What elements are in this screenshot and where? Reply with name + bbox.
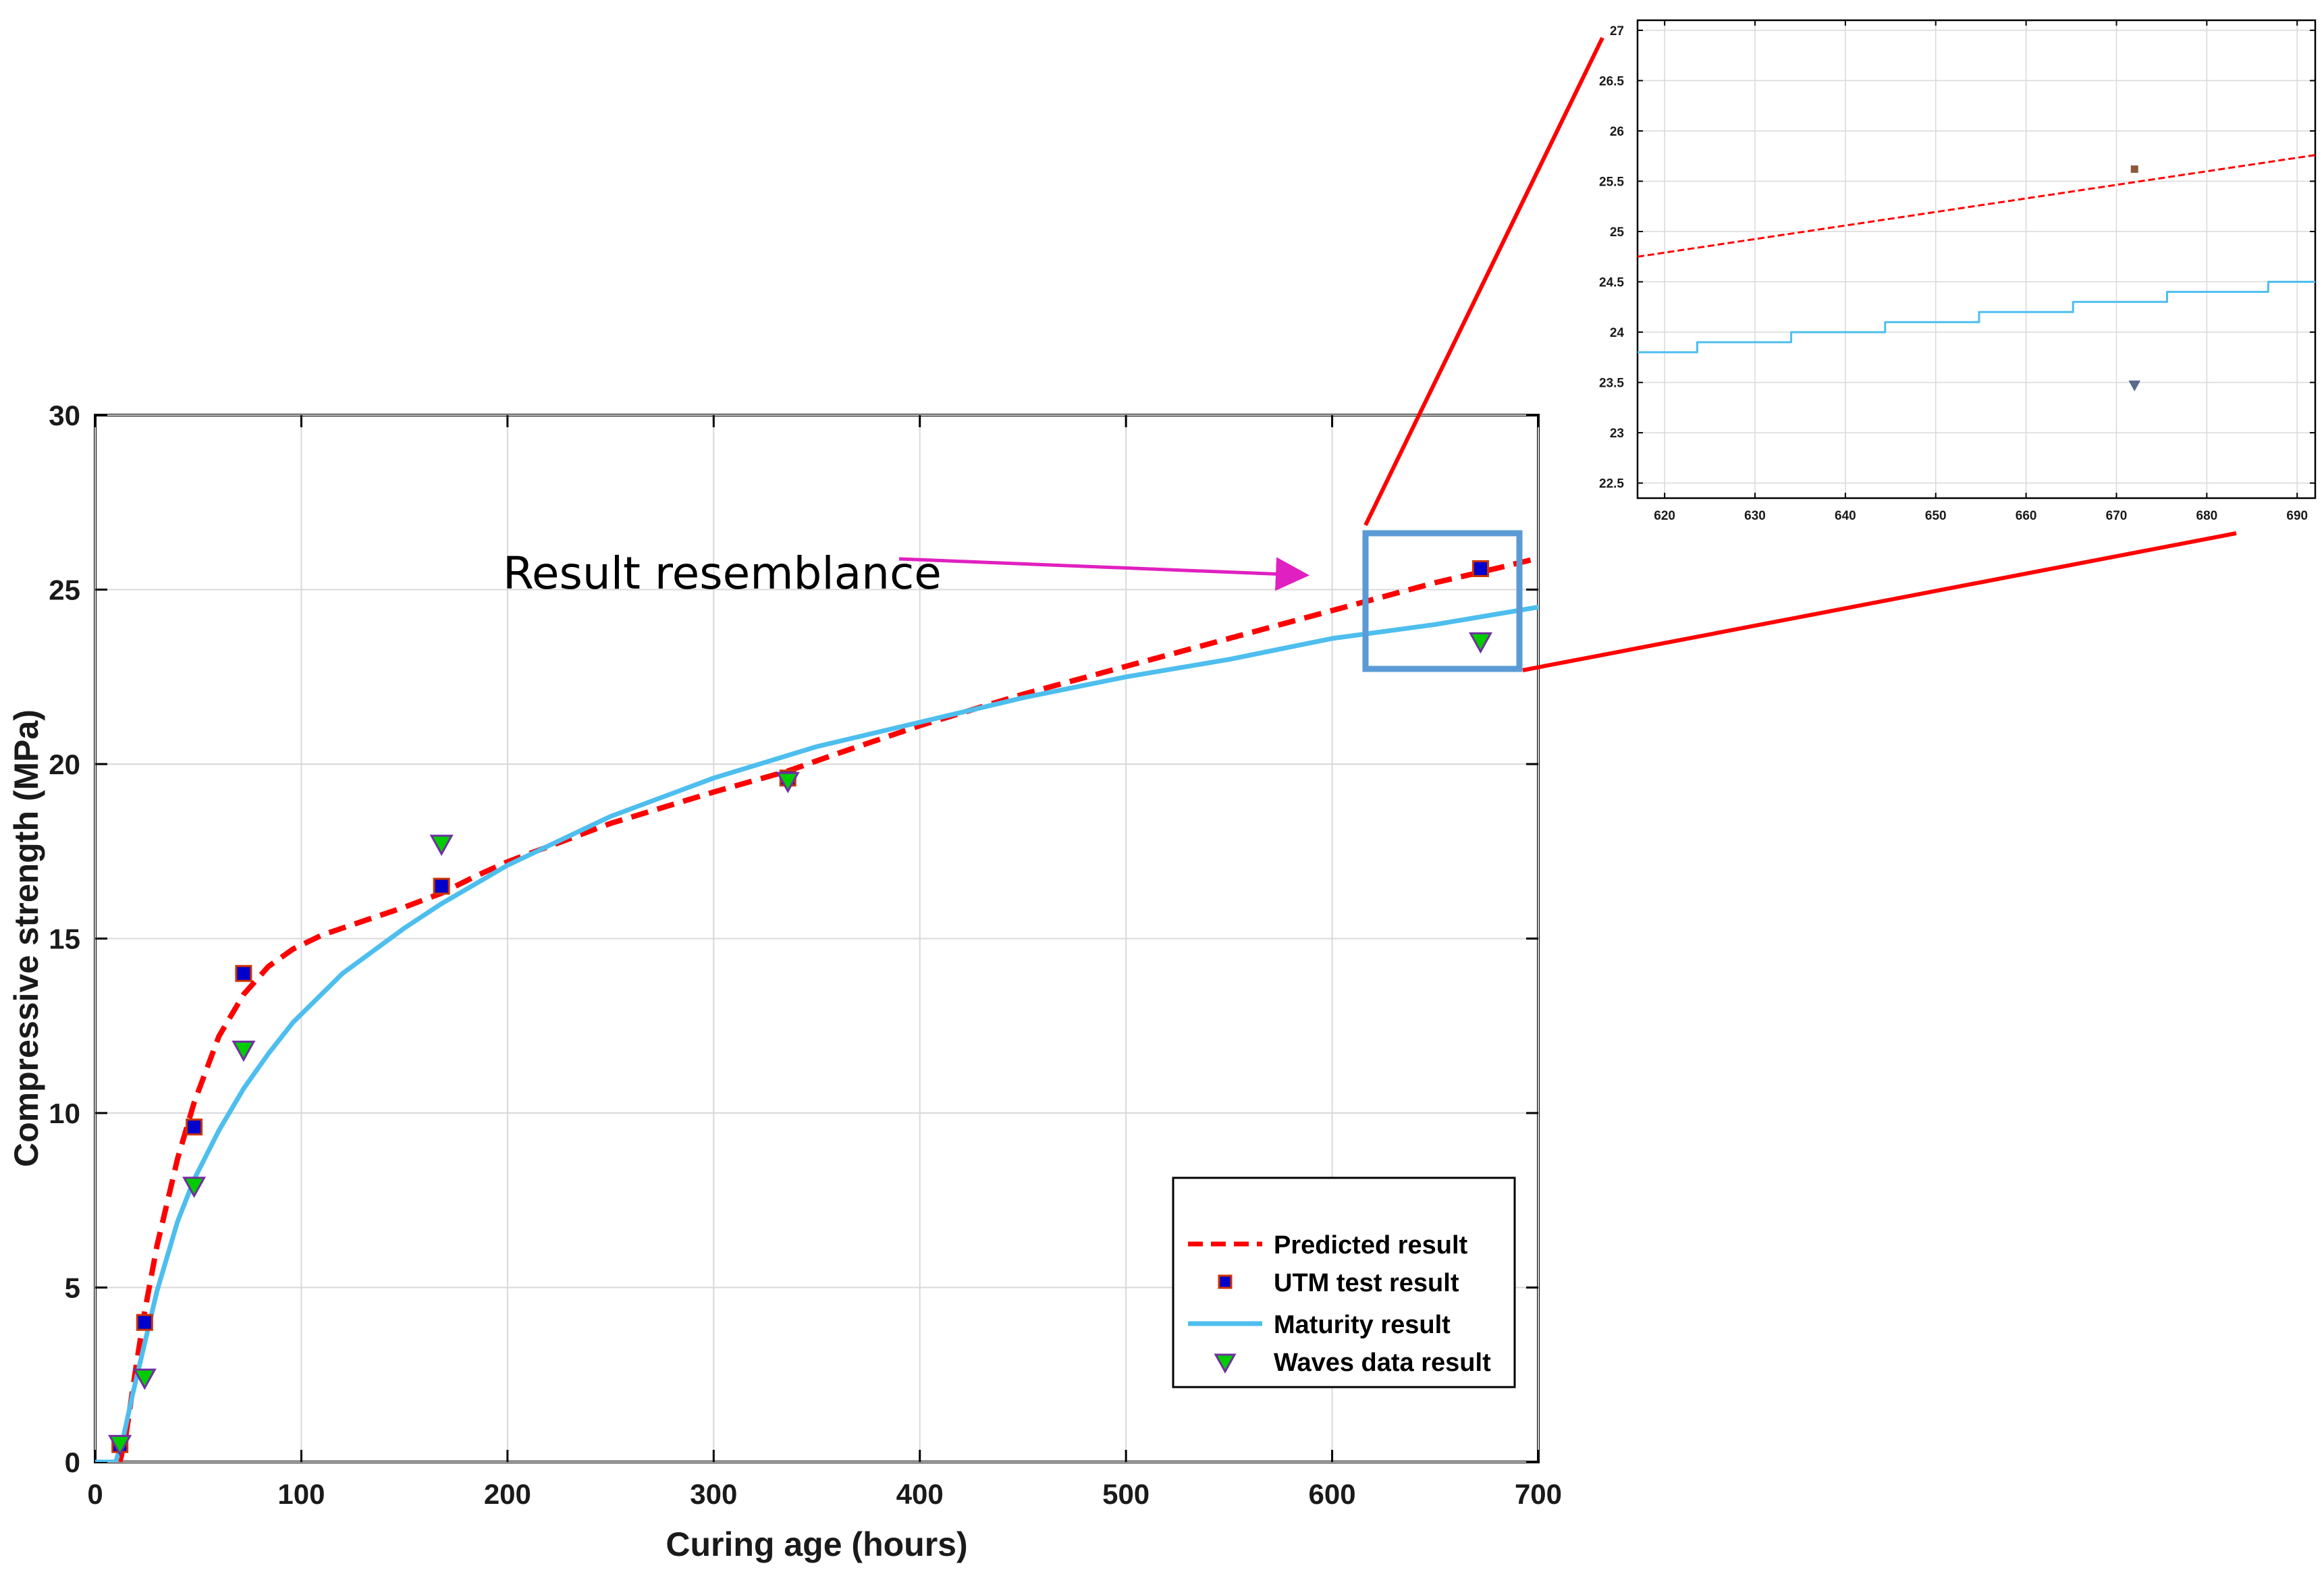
marker-waves xyxy=(429,834,454,857)
y-tick-label: 10 xyxy=(49,1098,80,1129)
y-tick-label: 26 xyxy=(1610,125,1624,139)
inset-ticks: 620 630 640 650 660 670 680 690 22.5 23 23.5 24 24.5… xyxy=(1599,20,2315,523)
y-tick-label: 0 xyxy=(65,1446,80,1478)
x-tick-label: 100 xyxy=(277,1478,325,1510)
inset-series-layer xyxy=(1638,154,2315,354)
x-tick-label: 680 xyxy=(2196,509,2218,523)
legend-label-maturity: Maturity result xyxy=(1274,1311,1451,1339)
series-line-predicted xyxy=(1638,154,2315,258)
x-tick-label: 0 xyxy=(87,1478,103,1510)
marker-utm xyxy=(186,1118,203,1136)
y-axis-title: Compressive strength (MPa) xyxy=(7,709,45,1167)
x-axis-title: Curing age (hours) xyxy=(666,1525,967,1563)
x-tick-label: 700 xyxy=(1515,1478,1562,1510)
marker-waves xyxy=(132,1368,157,1390)
inset-plot: 620 630 640 650 660 670 680 690 22.5 23 23.5 24 24.5… xyxy=(1599,19,2317,523)
main-markers-layer xyxy=(108,560,1493,1457)
y-tick-label: 27 xyxy=(1610,24,1624,38)
x-tick-label: 660 xyxy=(2016,509,2037,523)
x-tick-label: 200 xyxy=(484,1478,531,1510)
y-tick-label: 5 xyxy=(65,1272,80,1304)
zoom-region-box xyxy=(1362,530,1523,672)
y-tick-label: 30 xyxy=(49,400,80,431)
x-tick-label: 670 xyxy=(2106,509,2128,523)
marker-waves xyxy=(1468,632,1493,654)
legend-label-utm: UTM test result xyxy=(1274,1269,1459,1297)
y-tick-label: 24.5 xyxy=(1599,276,1624,290)
y-tick-label: 22.5 xyxy=(1599,477,1624,491)
y-tick-label: 20 xyxy=(49,749,80,780)
y-tick-label: 26.5 xyxy=(1599,74,1624,88)
main-ticks: 0 100 200 300 400 500 600 700 0 5 10 15 20 25 30 xyxy=(49,400,1562,1510)
series-line-maturity xyxy=(1638,281,2315,354)
marker-waves xyxy=(108,1434,132,1457)
zoom-connector-top xyxy=(1363,36,1604,526)
y-tick-label: 23 xyxy=(1610,427,1624,441)
x-tick-label: 690 xyxy=(2286,509,2308,523)
legend-label-waves: Waves data result xyxy=(1274,1349,1491,1377)
x-tick-label: 650 xyxy=(1925,509,1947,523)
legend-swatch-utm xyxy=(1218,1274,1233,1289)
legend: Predicted result UTM test result Maturit… xyxy=(1172,1176,1516,1388)
y-tick-label: 25 xyxy=(1610,225,1625,240)
y-tick-label: 25 xyxy=(49,574,80,606)
annotation-arrow xyxy=(898,557,1309,591)
y-tick-label: 24 xyxy=(1610,326,1625,340)
x-tick-label: 630 xyxy=(1744,509,1766,523)
y-tick-label: 25.5 xyxy=(1599,175,1624,189)
series-line-maturity xyxy=(95,604,1538,1462)
legend-label-predicted: Predicted result xyxy=(1274,1231,1468,1260)
inset-markers-layer xyxy=(2128,165,2141,391)
inset-plot-area xyxy=(1636,19,2317,499)
x-tick-label: 640 xyxy=(1835,509,1856,523)
marker-waves xyxy=(182,1176,207,1198)
x-tick-label: 620 xyxy=(1654,509,1675,523)
x-tick-label: 300 xyxy=(690,1478,737,1510)
marker-utm xyxy=(2130,165,2138,173)
marker-utm xyxy=(1471,560,1489,577)
marker-waves xyxy=(232,1040,256,1062)
x-tick-label: 400 xyxy=(896,1478,944,1510)
annotation-result-resemblance: Result resemblance xyxy=(503,547,942,599)
inset-gridlines xyxy=(1638,20,2315,498)
y-tick-label: 15 xyxy=(49,923,80,955)
zoom-connector-bottom xyxy=(1522,531,2237,672)
y-tick-label: 23.5 xyxy=(1599,377,1624,391)
marker-utm xyxy=(235,965,252,982)
marker-waves xyxy=(2128,380,2141,391)
marker-waves xyxy=(776,772,800,794)
marker-utm xyxy=(136,1314,153,1331)
marker-utm xyxy=(433,877,450,895)
x-tick-label: 500 xyxy=(1102,1478,1150,1510)
x-tick-label: 600 xyxy=(1309,1478,1356,1510)
legend-swatch-waves xyxy=(1214,1353,1237,1374)
